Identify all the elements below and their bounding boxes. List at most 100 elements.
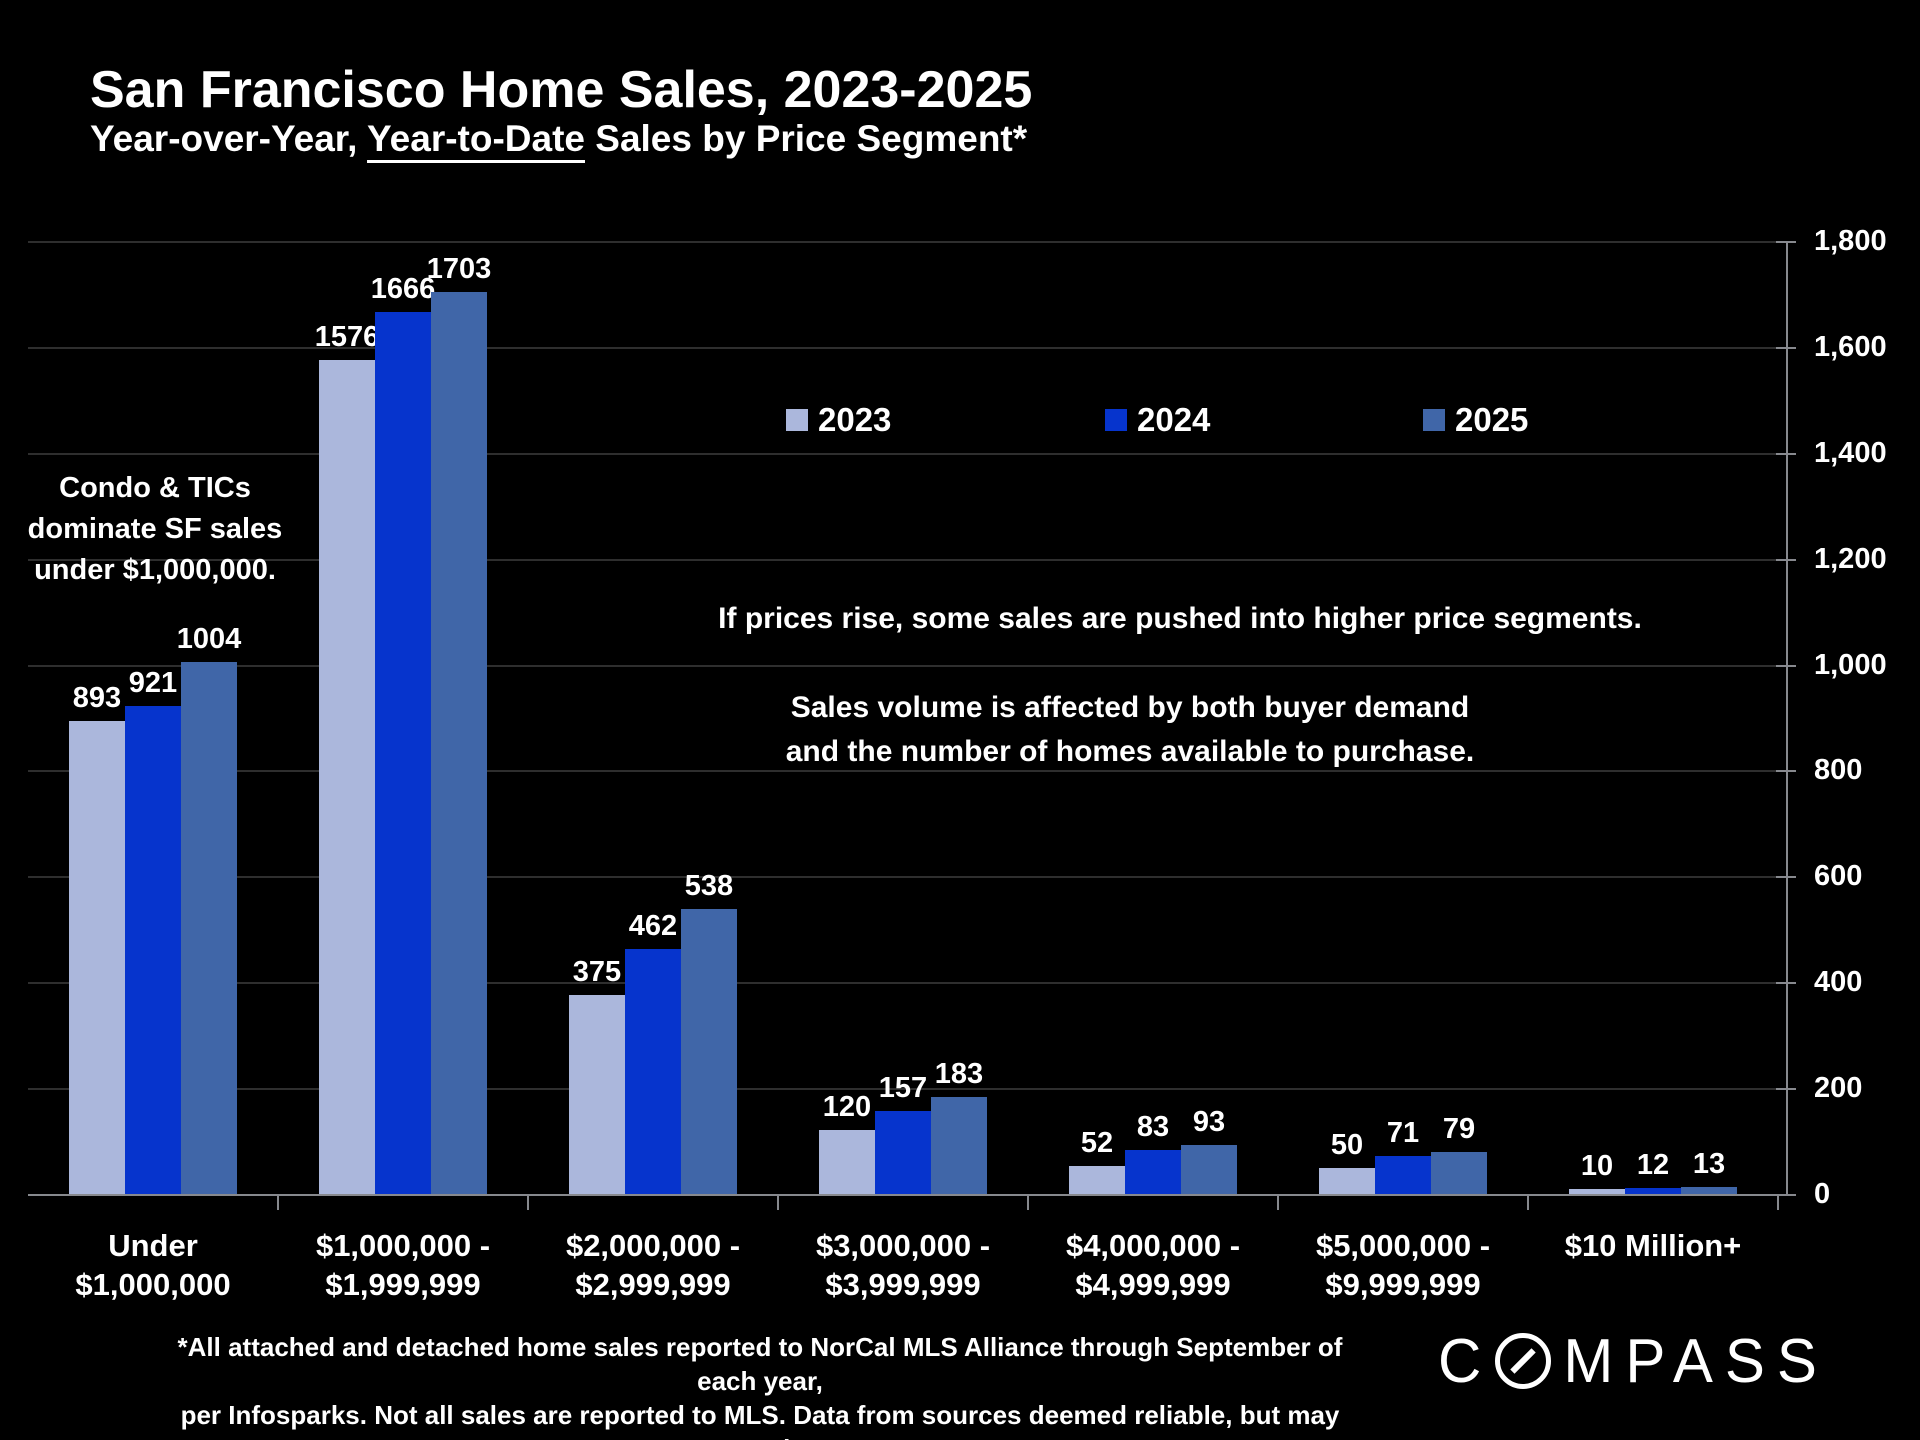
y-axis-label: 1,600 bbox=[1814, 331, 1887, 363]
page-subtitle: Year-over-Year, Year-to-Date Sales by Pr… bbox=[90, 118, 1027, 160]
gridline bbox=[28, 876, 1786, 878]
legend-label: 2023 bbox=[818, 401, 892, 438]
bar-2024 bbox=[125, 706, 181, 1194]
y-axis-label: 600 bbox=[1814, 860, 1863, 892]
y-axis-label: 0 bbox=[1814, 1178, 1831, 1210]
bar-2023 bbox=[819, 1130, 875, 1194]
subtitle-suffix: Sales by Price Segment* bbox=[584, 118, 1028, 159]
legend-swatch-2024 bbox=[1105, 409, 1127, 431]
legend-item-2023: 2023 bbox=[786, 402, 891, 438]
y-axis-label: 1,000 bbox=[1814, 649, 1887, 681]
x-axis-line bbox=[28, 1194, 1788, 1196]
bar-2023 bbox=[1069, 1166, 1125, 1194]
chart-area: 0 200 400 600 800 1,000 1,200 1,400 1,600 1,800 Un… bbox=[28, 225, 1918, 1342]
bar-value-label: 893 bbox=[72, 682, 122, 714]
bar-2023 bbox=[1569, 1189, 1625, 1194]
x-axis-tick bbox=[1527, 1195, 1529, 1210]
x-axis-tick bbox=[527, 1195, 529, 1210]
bar-2025 bbox=[1681, 1187, 1737, 1194]
logo-letter-c: C bbox=[1438, 1325, 1494, 1396]
footnote-line2: per Infosparks. Not all sales are report… bbox=[180, 1400, 1340, 1440]
bar-value-label: 1666 bbox=[370, 273, 436, 305]
bar-2023 bbox=[319, 360, 375, 1194]
gridline bbox=[28, 982, 1786, 984]
x-axis-category-label: $4,000,000 - $4,999,999 bbox=[1065, 1228, 1241, 1302]
bar-value-label: 1703 bbox=[426, 253, 492, 285]
gridline bbox=[28, 347, 1786, 349]
bar-2025 bbox=[681, 909, 737, 1194]
x-axis-tick bbox=[1277, 1195, 1279, 1210]
bar-value-label: 538 bbox=[684, 870, 734, 902]
footnote: *All attached and detached home sales re… bbox=[145, 1330, 1375, 1440]
bar-2025 bbox=[1431, 1152, 1487, 1194]
compass-logo: C MPASS bbox=[1438, 1325, 1918, 1396]
y-axis-label: 1,400 bbox=[1814, 437, 1887, 469]
bar-2024 bbox=[375, 312, 431, 1194]
legend-swatch-2023 bbox=[786, 409, 808, 431]
bar-2023 bbox=[69, 721, 125, 1194]
bar-2024 bbox=[1375, 1156, 1431, 1194]
gridline bbox=[28, 453, 1786, 455]
bar-2025 bbox=[181, 662, 237, 1194]
bar-value-label: 79 bbox=[1442, 1113, 1476, 1145]
x-axis-category-label: $10 Million+ bbox=[1564, 1228, 1742, 1263]
bar-2023 bbox=[1319, 1168, 1375, 1194]
legend-label: 2025 bbox=[1455, 401, 1529, 438]
bar-2024 bbox=[875, 1111, 931, 1194]
gridline bbox=[28, 1088, 1786, 1090]
y-axis-label: 400 bbox=[1814, 966, 1863, 998]
legend-item-2024: 2024 bbox=[1105, 402, 1210, 438]
x-axis-category-label: $5,000,000 - $9,999,999 bbox=[1315, 1228, 1491, 1302]
bar-2025 bbox=[431, 292, 487, 1194]
logo-letters: MPASS bbox=[1563, 1325, 1829, 1396]
bar-2025 bbox=[1181, 1145, 1237, 1194]
bar-value-label: 13 bbox=[1692, 1148, 1726, 1180]
y-axis-label: 1,800 bbox=[1814, 225, 1887, 257]
page-title: San Francisco Home Sales, 2023-2025 bbox=[90, 61, 1033, 119]
bar-value-label: 10 bbox=[1580, 1150, 1614, 1182]
bar-value-label: 71 bbox=[1386, 1117, 1420, 1149]
bar-2023 bbox=[569, 995, 625, 1194]
x-axis-tick bbox=[277, 1195, 279, 1210]
plot-area: 0 200 400 600 800 1,000 1,200 1,400 1,600 1,800 Un… bbox=[28, 225, 1887, 1302]
bar-value-label: 1576 bbox=[314, 321, 380, 353]
x-axis-category-label: Under $1,000,000 bbox=[75, 1228, 231, 1302]
bar-value-label: 93 bbox=[1192, 1106, 1226, 1138]
legend-label: 2024 bbox=[1137, 401, 1211, 438]
bar-value-label: 157 bbox=[878, 1072, 928, 1104]
bar-2025 bbox=[931, 1097, 987, 1194]
annotation-condo: Condo & TICs dominate SF sales under $1,… bbox=[27, 472, 283, 586]
gridline bbox=[28, 559, 1786, 561]
gridline bbox=[28, 770, 1786, 772]
bar-value-label: 83 bbox=[1136, 1111, 1170, 1143]
x-axis-category-label: $1,000,000 - $1,999,999 bbox=[315, 1228, 491, 1302]
gridline bbox=[28, 665, 1786, 667]
x-axis-category-label: $2,000,000 - $2,999,999 bbox=[565, 1228, 741, 1302]
subtitle-prefix: Year-over-Year, bbox=[90, 118, 368, 159]
subtitle-underlined: Year-to-Date bbox=[367, 118, 585, 159]
y-axis-line bbox=[1786, 242, 1788, 1196]
x-axis-tick bbox=[1777, 1195, 1779, 1210]
annotation-volume: Sales volume is affected by both buyer d… bbox=[785, 691, 1475, 768]
legend-swatch-2025 bbox=[1423, 409, 1445, 431]
y-axis-label: 1,200 bbox=[1814, 543, 1887, 575]
bar-2024 bbox=[625, 949, 681, 1194]
bar-value-label: 921 bbox=[128, 667, 178, 699]
bar-value-label: 12 bbox=[1636, 1149, 1670, 1181]
x-axis-category-label: $3,000,000 - $3,999,999 bbox=[815, 1228, 991, 1302]
compass-needle-icon bbox=[1510, 1347, 1537, 1374]
gridline bbox=[28, 241, 1786, 243]
bar-value-label: 462 bbox=[628, 910, 678, 942]
bar-value-label: 183 bbox=[934, 1058, 984, 1090]
bar-2024 bbox=[1125, 1150, 1181, 1194]
legend-item-2025: 2025 bbox=[1423, 402, 1528, 438]
bar-value-label: 120 bbox=[822, 1091, 872, 1123]
y-axis-label: 800 bbox=[1814, 754, 1863, 786]
bar-value-label: 52 bbox=[1080, 1127, 1114, 1159]
annotation-prices: If prices rise, some sales are pushed in… bbox=[718, 602, 1642, 635]
compass-o-icon bbox=[1495, 1332, 1552, 1389]
bar-value-label: 375 bbox=[572, 956, 622, 988]
x-axis-tick bbox=[1027, 1195, 1029, 1210]
bar-value-label: 50 bbox=[1330, 1129, 1364, 1161]
